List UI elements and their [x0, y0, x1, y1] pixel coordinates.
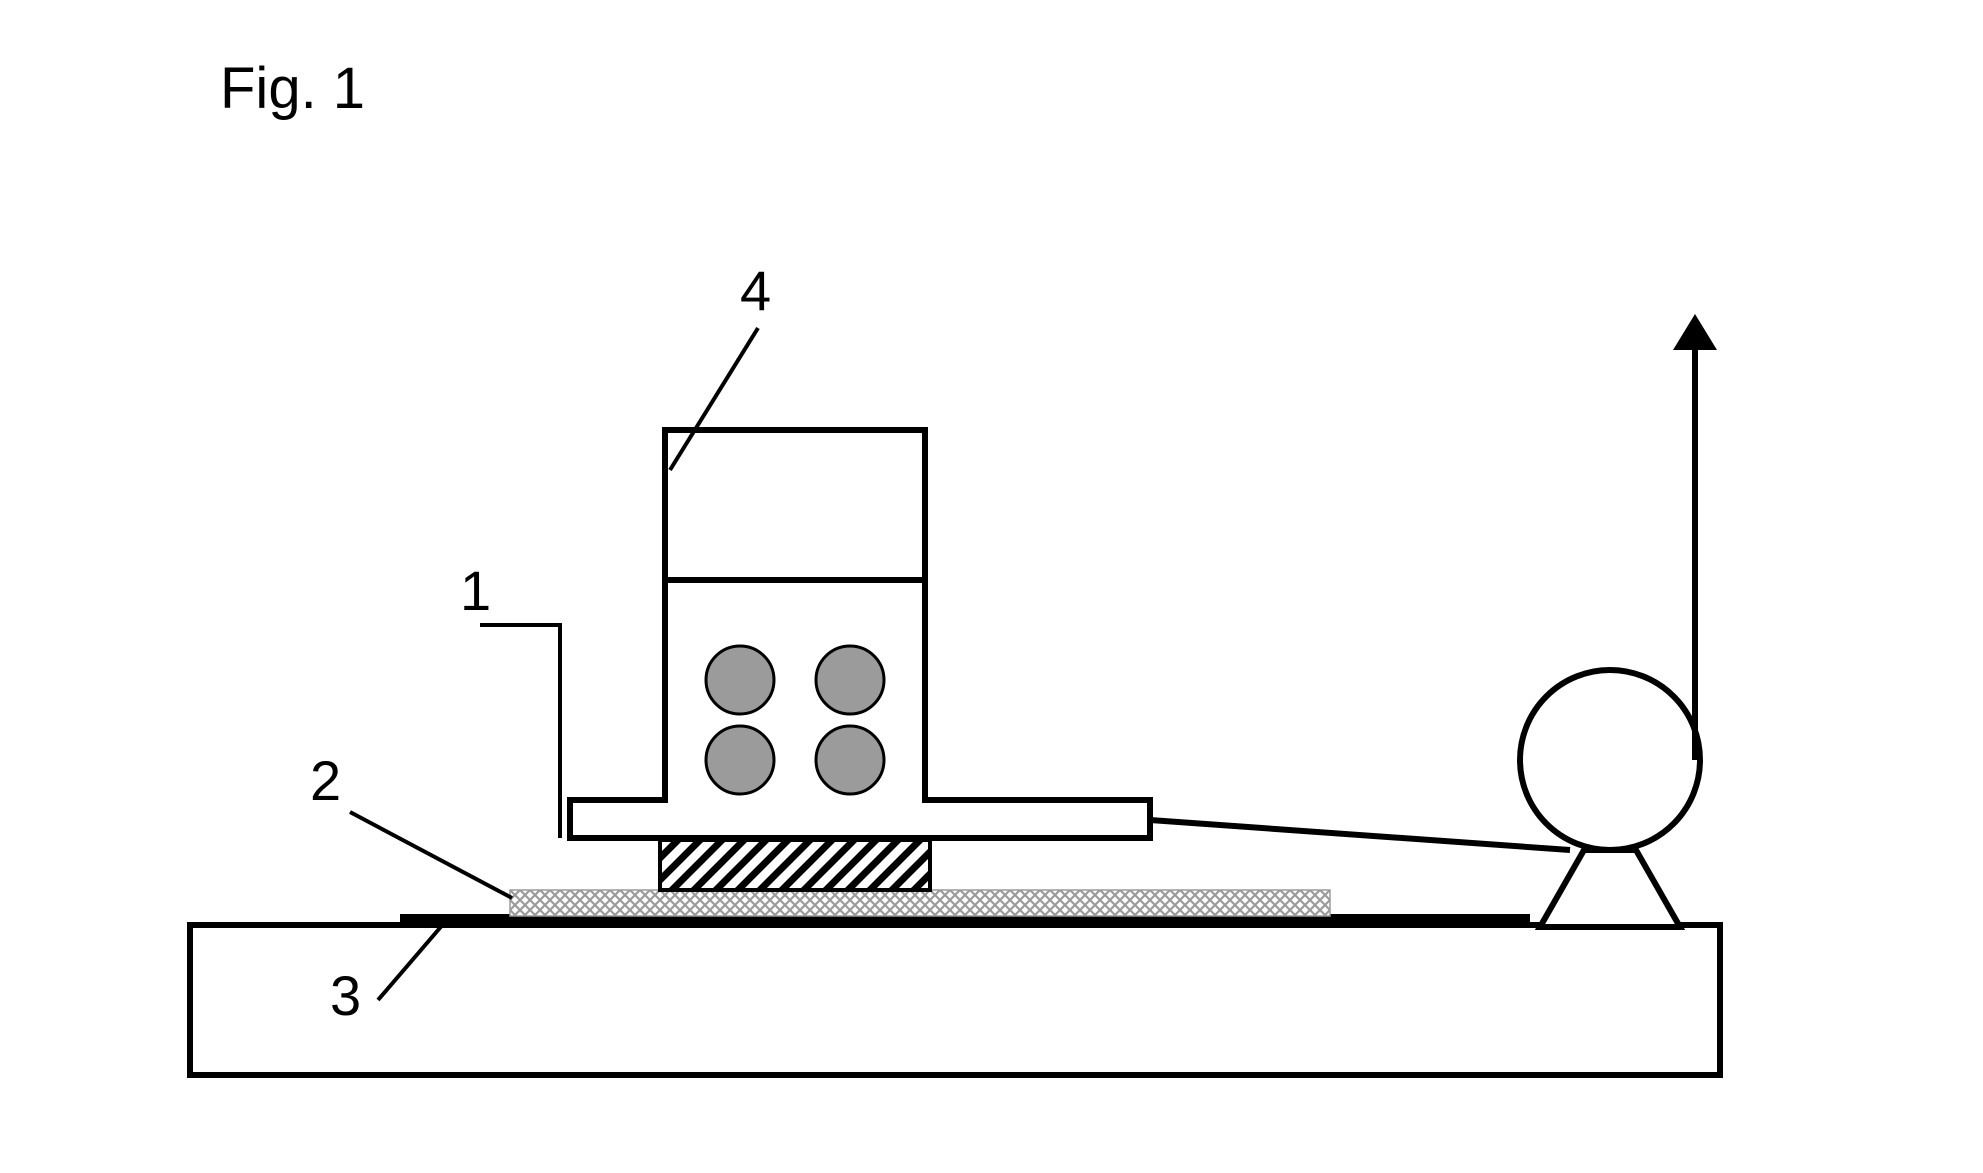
callout-label-2: 2 — [310, 749, 341, 812]
roller-1 — [706, 646, 774, 714]
column-upper — [665, 430, 925, 580]
spool-wheel — [1520, 670, 1700, 850]
column-lower — [665, 580, 925, 800]
callout-leader-1 — [480, 625, 560, 838]
heater-block — [660, 840, 930, 890]
figure-title: Fig. 1 — [220, 55, 365, 122]
wire-line — [1150, 820, 1570, 850]
callout-leader-2 — [350, 812, 512, 898]
roller-3 — [706, 726, 774, 794]
output-arrowhead-icon — [1673, 314, 1717, 350]
callout-label-4: 4 — [740, 259, 771, 322]
roller-2 — [816, 646, 884, 714]
spool-stand — [1540, 850, 1680, 927]
plate — [570, 800, 1150, 838]
base-block — [190, 925, 1720, 1075]
layer-crosshatch — [510, 890, 1330, 916]
figure-diagram: 1 2 3 4 — [0, 0, 1983, 1173]
callout-label-1: 1 — [460, 559, 491, 622]
roller-4 — [816, 726, 884, 794]
callout-label-3: 3 — [330, 964, 361, 1027]
